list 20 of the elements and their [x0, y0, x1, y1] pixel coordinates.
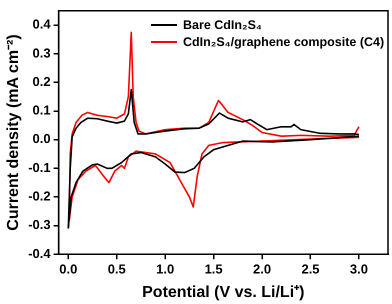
y-axis-title: Current density (mA cm⁻²): [5, 34, 22, 231]
x-tick-label: 2.5: [301, 262, 320, 277]
legend-label: CdIn₂S₄/graphene composite (C4): [183, 34, 384, 51]
x-tick-label: 3.0: [350, 262, 368, 277]
y-tick-label: -0.2: [28, 188, 51, 204]
x-axis-title: Potential (V vs. Li/Li⁺): [142, 284, 304, 301]
y-tick-label: 0.0: [32, 131, 51, 146]
y-tick-label: -0.4: [28, 246, 52, 261]
y-tick-label: -0.1: [28, 160, 51, 175]
y-tick-label: 0.4: [32, 16, 52, 32]
y-tick-label: 0.3: [32, 45, 51, 60]
x-tick-label: 0.5: [108, 262, 126, 277]
y-tick-label: 0.2: [32, 74, 51, 89]
y-tick-label: -0.3: [28, 217, 51, 232]
x-tick-label: 2.0: [253, 262, 272, 277]
y-tick-label: 0.1: [32, 102, 51, 118]
legend-label: Bare CdIn₂S₄: [183, 16, 262, 34]
x-tick-label: 0.0: [59, 262, 78, 277]
x-tick-label: 1.5: [204, 262, 223, 277]
x-tick-label: 1.0: [156, 262, 174, 277]
